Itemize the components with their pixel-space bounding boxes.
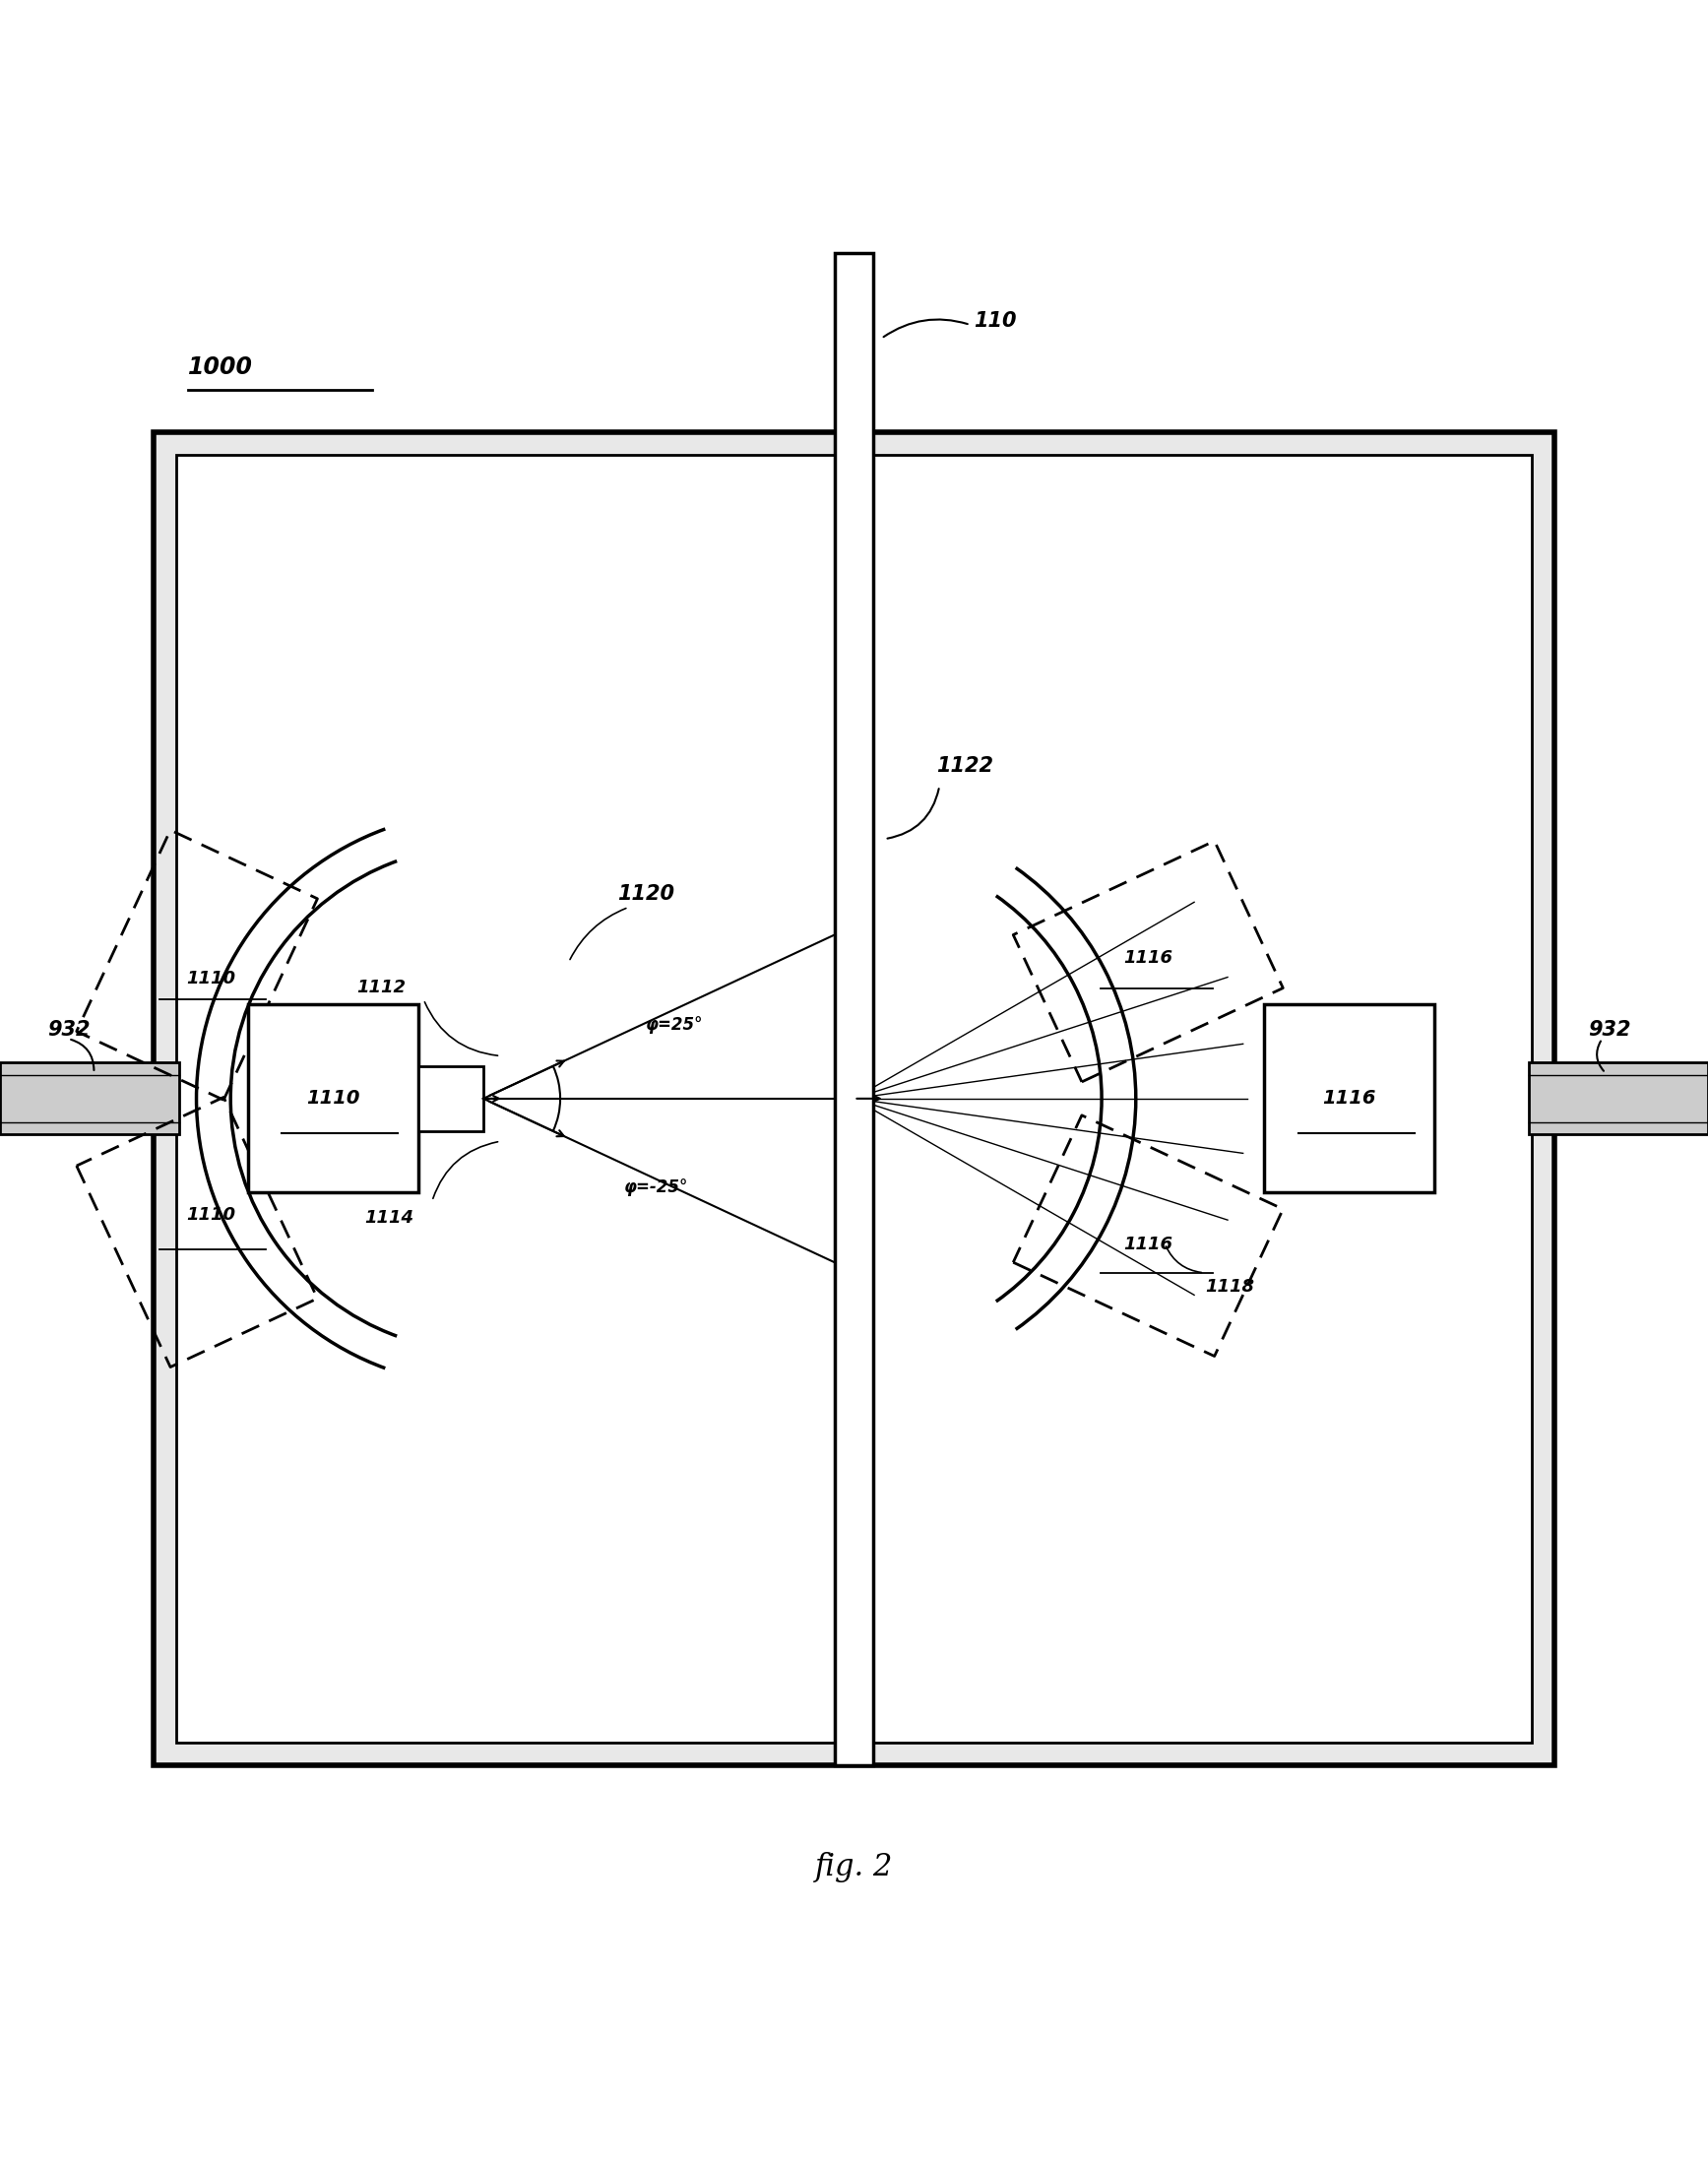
- Text: 1110: 1110: [186, 1207, 236, 1224]
- Text: 1118: 1118: [1206, 1278, 1254, 1296]
- Text: fig. 2: fig. 2: [815, 1852, 893, 1882]
- Text: 1000: 1000: [188, 355, 253, 379]
- Text: 1110: 1110: [306, 1090, 360, 1107]
- Text: 1116: 1116: [1124, 950, 1173, 967]
- Bar: [248, 1004, 418, 1192]
- Bar: [835, 253, 873, 1765]
- Text: 1110: 1110: [186, 969, 236, 988]
- Text: 1116: 1116: [1124, 1235, 1173, 1252]
- Bar: [154, 433, 1554, 1765]
- Bar: [1264, 1004, 1435, 1192]
- Text: 1120: 1120: [617, 885, 675, 904]
- Bar: [1529, 1062, 1708, 1133]
- Text: 932: 932: [1588, 1021, 1631, 1040]
- Bar: [0, 1062, 179, 1133]
- Text: φ=25°: φ=25°: [646, 1017, 704, 1034]
- Text: 1116: 1116: [1322, 1090, 1377, 1107]
- Text: 932: 932: [48, 1021, 91, 1040]
- Text: 1114: 1114: [366, 1209, 413, 1226]
- Text: φ=-25°: φ=-25°: [623, 1179, 688, 1196]
- Text: 1122: 1122: [936, 755, 994, 774]
- Bar: [418, 1066, 483, 1131]
- Bar: [176, 454, 1532, 1743]
- Text: 110: 110: [974, 311, 1016, 331]
- Text: 1112: 1112: [357, 978, 405, 997]
